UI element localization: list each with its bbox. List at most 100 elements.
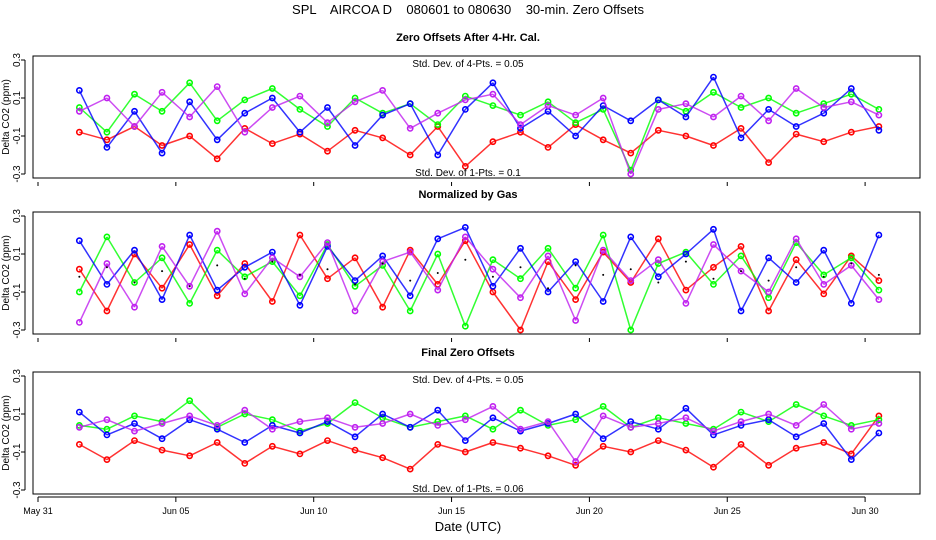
- series-line: [354, 114, 384, 147]
- series-line: [437, 99, 466, 114]
- data-point: [351, 277, 359, 284]
- data-point: [710, 427, 717, 435]
- data-point: [434, 121, 442, 128]
- data-point: [103, 94, 111, 102]
- series-line: [244, 409, 273, 430]
- data-point: [627, 170, 635, 178]
- y-tick-label: 0.3: [12, 209, 23, 223]
- series-line: [602, 104, 632, 122]
- data-point: [131, 279, 138, 286]
- series-line: [630, 422, 659, 429]
- series-line: [630, 439, 659, 453]
- data-point: [188, 285, 191, 288]
- data-point: [406, 248, 414, 256]
- series-line: [381, 265, 411, 312]
- data-point: [847, 425, 855, 433]
- data-point: [268, 140, 276, 147]
- series-line: [685, 135, 714, 147]
- series-line: [520, 101, 549, 116]
- series-line: [823, 249, 852, 304]
- series-line: [767, 238, 797, 293]
- data-point: [820, 439, 828, 446]
- series-line: [299, 242, 329, 278]
- data-point: [131, 420, 138, 427]
- data-point: [213, 155, 221, 163]
- data-point: [517, 294, 524, 302]
- data-point: [241, 439, 249, 446]
- series-line: [547, 247, 577, 289]
- data-point: [268, 421, 276, 429]
- series-line: [602, 236, 632, 302]
- series-3: [75, 404, 883, 463]
- data-point: [792, 444, 800, 452]
- data-point: [268, 425, 276, 433]
- panel-2: Normalized by Gas -0.3 -0.1 0.1 0.3 Delta CO2…: [1, 189, 921, 342]
- data-point: [354, 283, 357, 286]
- data-point: [103, 143, 111, 151]
- series-line: [79, 97, 108, 112]
- series-line: [795, 403, 825, 417]
- series-line: [767, 259, 797, 312]
- series-line: [547, 261, 577, 293]
- data-point: [602, 273, 605, 276]
- data-point: [131, 123, 138, 130]
- series-line: [437, 418, 466, 427]
- series-line: [602, 249, 632, 282]
- series-line: [244, 263, 273, 302]
- series-line: [823, 441, 852, 455]
- data-point: [792, 130, 800, 138]
- data-point: [737, 104, 745, 111]
- series-line: [740, 418, 769, 427]
- data-point: [820, 412, 828, 420]
- data-point: [654, 437, 662, 444]
- data-point: [296, 128, 304, 136]
- series-line: [658, 251, 687, 265]
- series-line: [78, 263, 108, 323]
- series-line: [382, 457, 411, 470]
- data-point: [186, 79, 194, 87]
- data-point: [572, 296, 580, 303]
- series-line: [492, 82, 522, 129]
- data-point: [296, 450, 304, 458]
- series-line: [519, 261, 549, 331]
- series-line: [657, 407, 687, 430]
- data-point: [103, 307, 111, 315]
- data-point: [765, 410, 773, 418]
- series-line: [768, 257, 797, 284]
- series-line: [78, 268, 108, 312]
- series-line: [795, 242, 825, 276]
- data-point: [657, 281, 660, 284]
- series-line: [602, 97, 632, 175]
- series-line: [850, 257, 880, 291]
- series-line: [823, 257, 852, 276]
- data-point: [792, 279, 800, 286]
- data-point: [489, 439, 497, 446]
- series-line: [685, 244, 715, 304]
- data-point: [599, 298, 607, 305]
- data-point: [547, 287, 550, 290]
- series-line: [216, 441, 246, 464]
- data-point: [737, 134, 745, 142]
- series-line: [547, 110, 577, 137]
- data-point: [847, 456, 855, 463]
- data-point: [131, 412, 138, 420]
- data-point: [710, 88, 717, 96]
- x-tick-label: Jun 10: [300, 506, 327, 516]
- data-point: [710, 280, 717, 288]
- series-line: [713, 127, 742, 147]
- data-point: [792, 256, 800, 264]
- data-point: [820, 246, 828, 254]
- series-line: [768, 447, 797, 466]
- series-line: [851, 418, 880, 427]
- series-line: [271, 257, 301, 278]
- data-point: [847, 98, 855, 106]
- data-point: [654, 273, 662, 281]
- data-point: [351, 307, 359, 315]
- series-line: [795, 102, 824, 114]
- series-line: [768, 108, 797, 128]
- data-point: [599, 136, 607, 144]
- series-line: [354, 422, 383, 429]
- data-point: [103, 280, 111, 288]
- series-line: [575, 105, 604, 137]
- data-point: [517, 444, 524, 452]
